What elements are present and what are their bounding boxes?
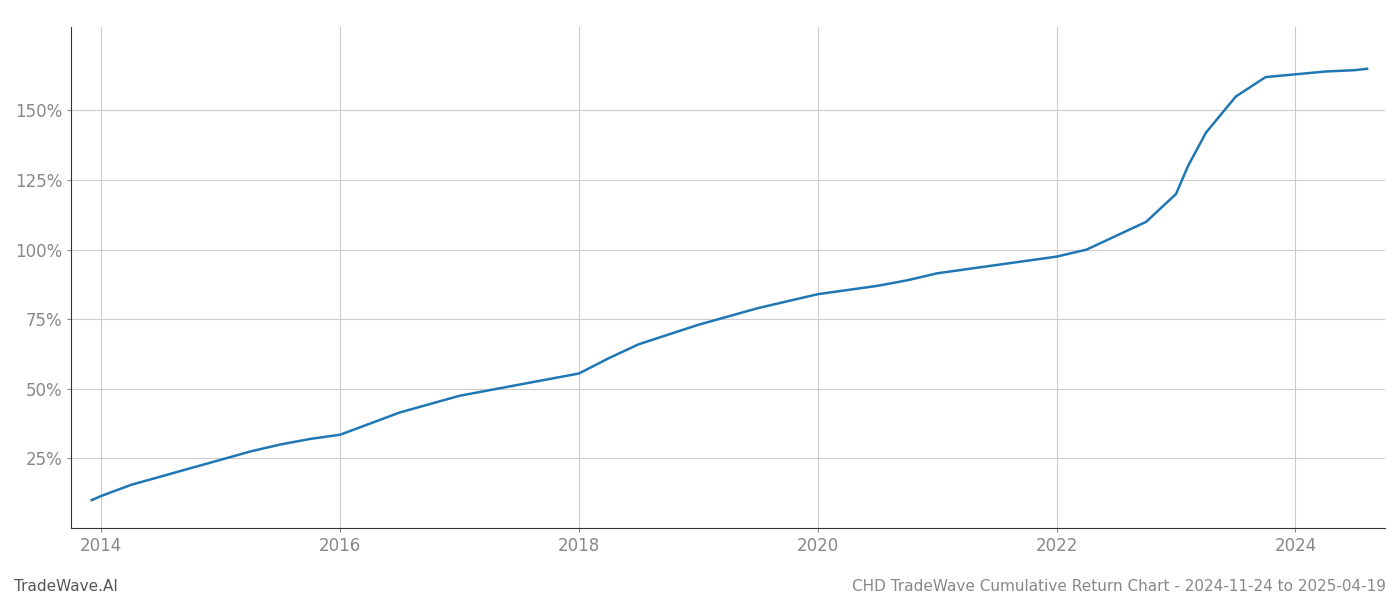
- Text: TradeWave.AI: TradeWave.AI: [14, 579, 118, 594]
- Text: CHD TradeWave Cumulative Return Chart - 2024-11-24 to 2025-04-19: CHD TradeWave Cumulative Return Chart - …: [853, 579, 1386, 594]
